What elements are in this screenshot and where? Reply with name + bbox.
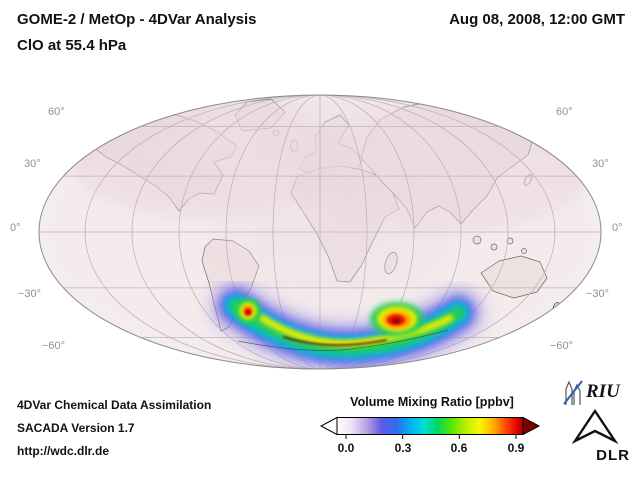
lat-label-left-60s: −60°: [42, 340, 66, 352]
colorbar-arrow-right: [522, 416, 541, 436]
colorbar-tick-0: 0.0: [337, 441, 355, 455]
clo-plume: [208, 278, 486, 369]
cathedral-icon: [563, 379, 583, 405]
colorbar-tick-marks: [345, 434, 517, 439]
colorbar-gradient-bar: [336, 417, 524, 435]
lat-label-left-30s: −30°: [18, 288, 42, 300]
figure-subtitle: ClO at 55.4 hPa: [17, 37, 127, 54]
colorbar: [319, 416, 541, 439]
figure-datetime: Aug 08, 2008, 12:00 GMT: [449, 11, 625, 28]
colorbar-tick-1: 0.3: [394, 441, 412, 455]
dlr-signet-icon: [571, 408, 619, 445]
plume-max-ridge: [283, 336, 387, 347]
lat-label-right-30s: −30°: [586, 288, 610, 300]
colorbar-tick-2: 0.6: [450, 441, 468, 455]
dlr-logo: DLR: [571, 408, 634, 464]
lat-label-left-0: 0°: [10, 222, 21, 234]
footer-line-version: SACADA Version 1.7: [17, 421, 135, 435]
lat-label-left-60n: 60°: [48, 106, 65, 118]
colorbar-tick-3: 0.9: [507, 441, 525, 455]
dlr-logo-text: DLR: [596, 447, 630, 464]
lat-label-right-60n: 60°: [556, 106, 573, 118]
antarctica-coastline: [237, 329, 449, 351]
lat-label-right-0: 0°: [612, 222, 623, 234]
colorbar-title: Volume Mixing Ratio [ppbv]: [350, 395, 514, 409]
riu-logo: RIU: [563, 377, 635, 407]
figure-title: GOME-2 / MetOp - 4DVar Analysis: [17, 11, 257, 28]
globe-outline: [38, 94, 602, 370]
footer-line-assimilation: 4DVar Chemical Data Assimilation: [17, 398, 212, 412]
riu-logo-text: RIU: [586, 381, 620, 402]
lat-label-right-60s: −60°: [550, 340, 574, 352]
lat-label-right-30n: 30°: [592, 158, 609, 170]
lat-label-left-30n: 30°: [24, 158, 41, 170]
colorbar-arrow-left: [319, 416, 338, 436]
footer-line-url: http://wdc.dlr.de: [17, 444, 109, 458]
graticule: [39, 95, 601, 369]
